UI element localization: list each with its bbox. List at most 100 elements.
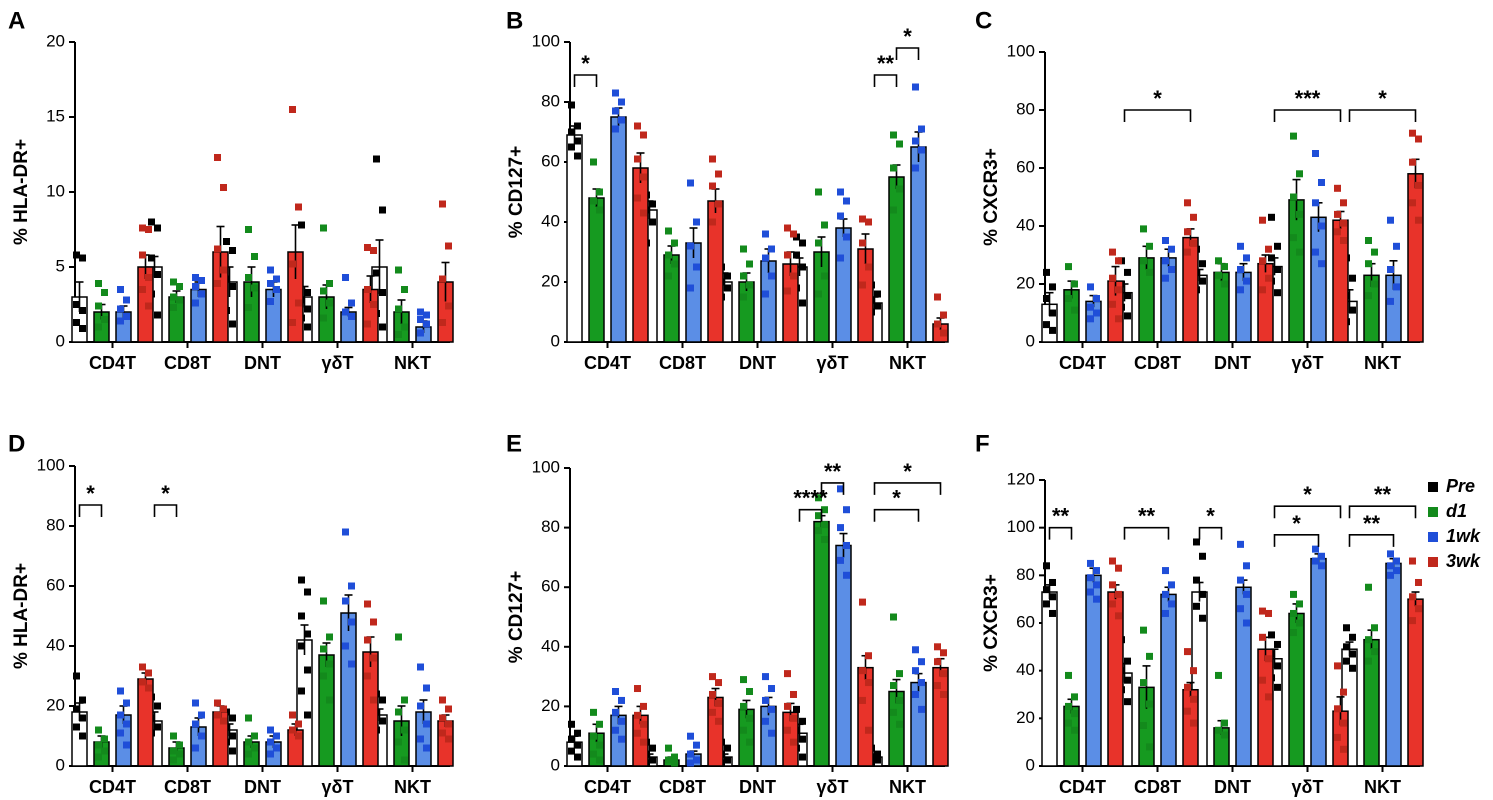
data-point-d1 — [1296, 170, 1303, 178]
significance-bracket — [153, 504, 178, 517]
data-point-3wk — [634, 711, 641, 719]
data-point-3wk — [439, 319, 446, 326]
data-point-3wk — [295, 299, 302, 307]
data-point-d1 — [671, 759, 678, 767]
data-point-d1 — [1071, 726, 1078, 734]
data-point-3wk — [1340, 688, 1347, 696]
x-tick-label: CD8T — [659, 777, 706, 797]
data-point-3wk — [1334, 210, 1341, 218]
panel-letter: B — [506, 7, 523, 34]
data-point-3wk — [1109, 300, 1116, 308]
data-point-1wk — [762, 717, 769, 725]
data-point-3wk — [1184, 683, 1191, 691]
data-point-1wk — [768, 272, 775, 280]
legend-label-d1: d1 — [1446, 501, 1467, 521]
data-point-pre — [379, 696, 386, 704]
data-point-pre — [724, 744, 731, 752]
y-tick-label: 10 — [46, 181, 65, 200]
data-point-1wk — [912, 83, 919, 91]
data-point-pre — [724, 756, 731, 764]
data-point-pre — [574, 152, 581, 160]
data-point-1wk — [1162, 567, 1169, 575]
data-point-pre — [79, 732, 86, 740]
y-tick-label: 20 — [1016, 273, 1035, 292]
data-point-3wk — [634, 685, 641, 693]
data-point-1wk — [1312, 545, 1319, 553]
x-tick-label: CD4T — [584, 353, 631, 373]
data-point-3wk — [445, 735, 452, 743]
data-point-1wk — [687, 759, 694, 767]
data-point-1wk — [117, 729, 124, 737]
y-tick-label: 0 — [551, 755, 560, 774]
data-point-3wk — [139, 286, 146, 293]
data-point-pre — [1274, 266, 1281, 273]
significance-label: ** — [1138, 504, 1156, 529]
data-point-d1 — [746, 260, 753, 268]
data-point-3wk — [790, 738, 797, 746]
bar-d1 — [888, 176, 905, 343]
data-point-d1 — [671, 239, 678, 247]
x-tick-label: γδT — [1292, 777, 1324, 797]
data-point-3wk — [784, 251, 791, 259]
data-point-1wk — [198, 732, 205, 740]
data-point-pre — [304, 666, 311, 674]
data-point-3wk — [139, 678, 146, 686]
data-point-3wk — [709, 182, 716, 190]
data-point-3wk — [1340, 219, 1347, 227]
data-point-3wk — [640, 131, 647, 139]
y-axis-label: % CD127+ — [506, 571, 527, 663]
data-point-3wk — [289, 726, 296, 734]
significance-label: ** — [1363, 511, 1381, 536]
data-point-1wk — [768, 729, 775, 737]
data-point-d1 — [1140, 626, 1147, 634]
data-point-d1 — [401, 696, 408, 704]
data-point-d1 — [815, 512, 822, 520]
data-point-pre — [223, 238, 230, 245]
data-point-1wk — [618, 696, 625, 704]
data-point-d1 — [1296, 210, 1303, 218]
data-point-pre — [1199, 260, 1206, 268]
data-point-d1 — [740, 272, 747, 280]
data-point-pre — [1193, 576, 1200, 584]
data-point-d1 — [1065, 671, 1072, 679]
data-point-d1 — [401, 726, 408, 734]
data-point-d1 — [890, 682, 897, 690]
data-point-3wk — [859, 696, 866, 704]
data-point-1wk — [1162, 274, 1169, 282]
data-point-1wk — [117, 286, 124, 293]
data-point-pre — [79, 696, 86, 704]
data-point-1wk — [1087, 559, 1094, 567]
data-point-d1 — [1365, 237, 1372, 244]
data-point-pre — [73, 319, 80, 326]
significance-bracket — [820, 482, 845, 495]
significance-label: **** — [793, 486, 828, 511]
data-point-d1 — [320, 672, 327, 680]
significance-label: * — [903, 459, 912, 484]
data-point-3wk — [1340, 199, 1347, 207]
panel-letter: F — [975, 430, 990, 457]
data-point-pre — [73, 672, 80, 680]
data-point-pre — [649, 218, 656, 226]
data-point-1wk — [1087, 315, 1094, 323]
significance-bracket — [1273, 109, 1342, 122]
bar-3wk — [362, 651, 379, 767]
data-point-d1 — [1365, 260, 1372, 268]
data-point-d1 — [101, 289, 108, 296]
data-point-3wk — [370, 301, 377, 308]
data-point-1wk — [837, 212, 844, 220]
data-point-3wk — [1259, 676, 1266, 684]
y-tick-label: 0 — [56, 331, 65, 350]
bar-3wk — [137, 678, 154, 767]
data-point-d1 — [1215, 671, 1222, 679]
data-point-d1 — [176, 750, 183, 758]
data-point-pre — [1193, 602, 1200, 610]
y-tick-label: 5 — [56, 256, 65, 275]
data-point-1wk — [1162, 590, 1169, 598]
data-point-1wk — [1312, 557, 1319, 565]
y-tick-label: 40 — [1016, 660, 1035, 679]
data-point-pre — [1043, 600, 1050, 608]
data-point-d1 — [395, 305, 402, 313]
data-point-d1 — [320, 645, 327, 653]
data-point-pre — [724, 272, 731, 280]
data-point-d1 — [1215, 257, 1222, 265]
